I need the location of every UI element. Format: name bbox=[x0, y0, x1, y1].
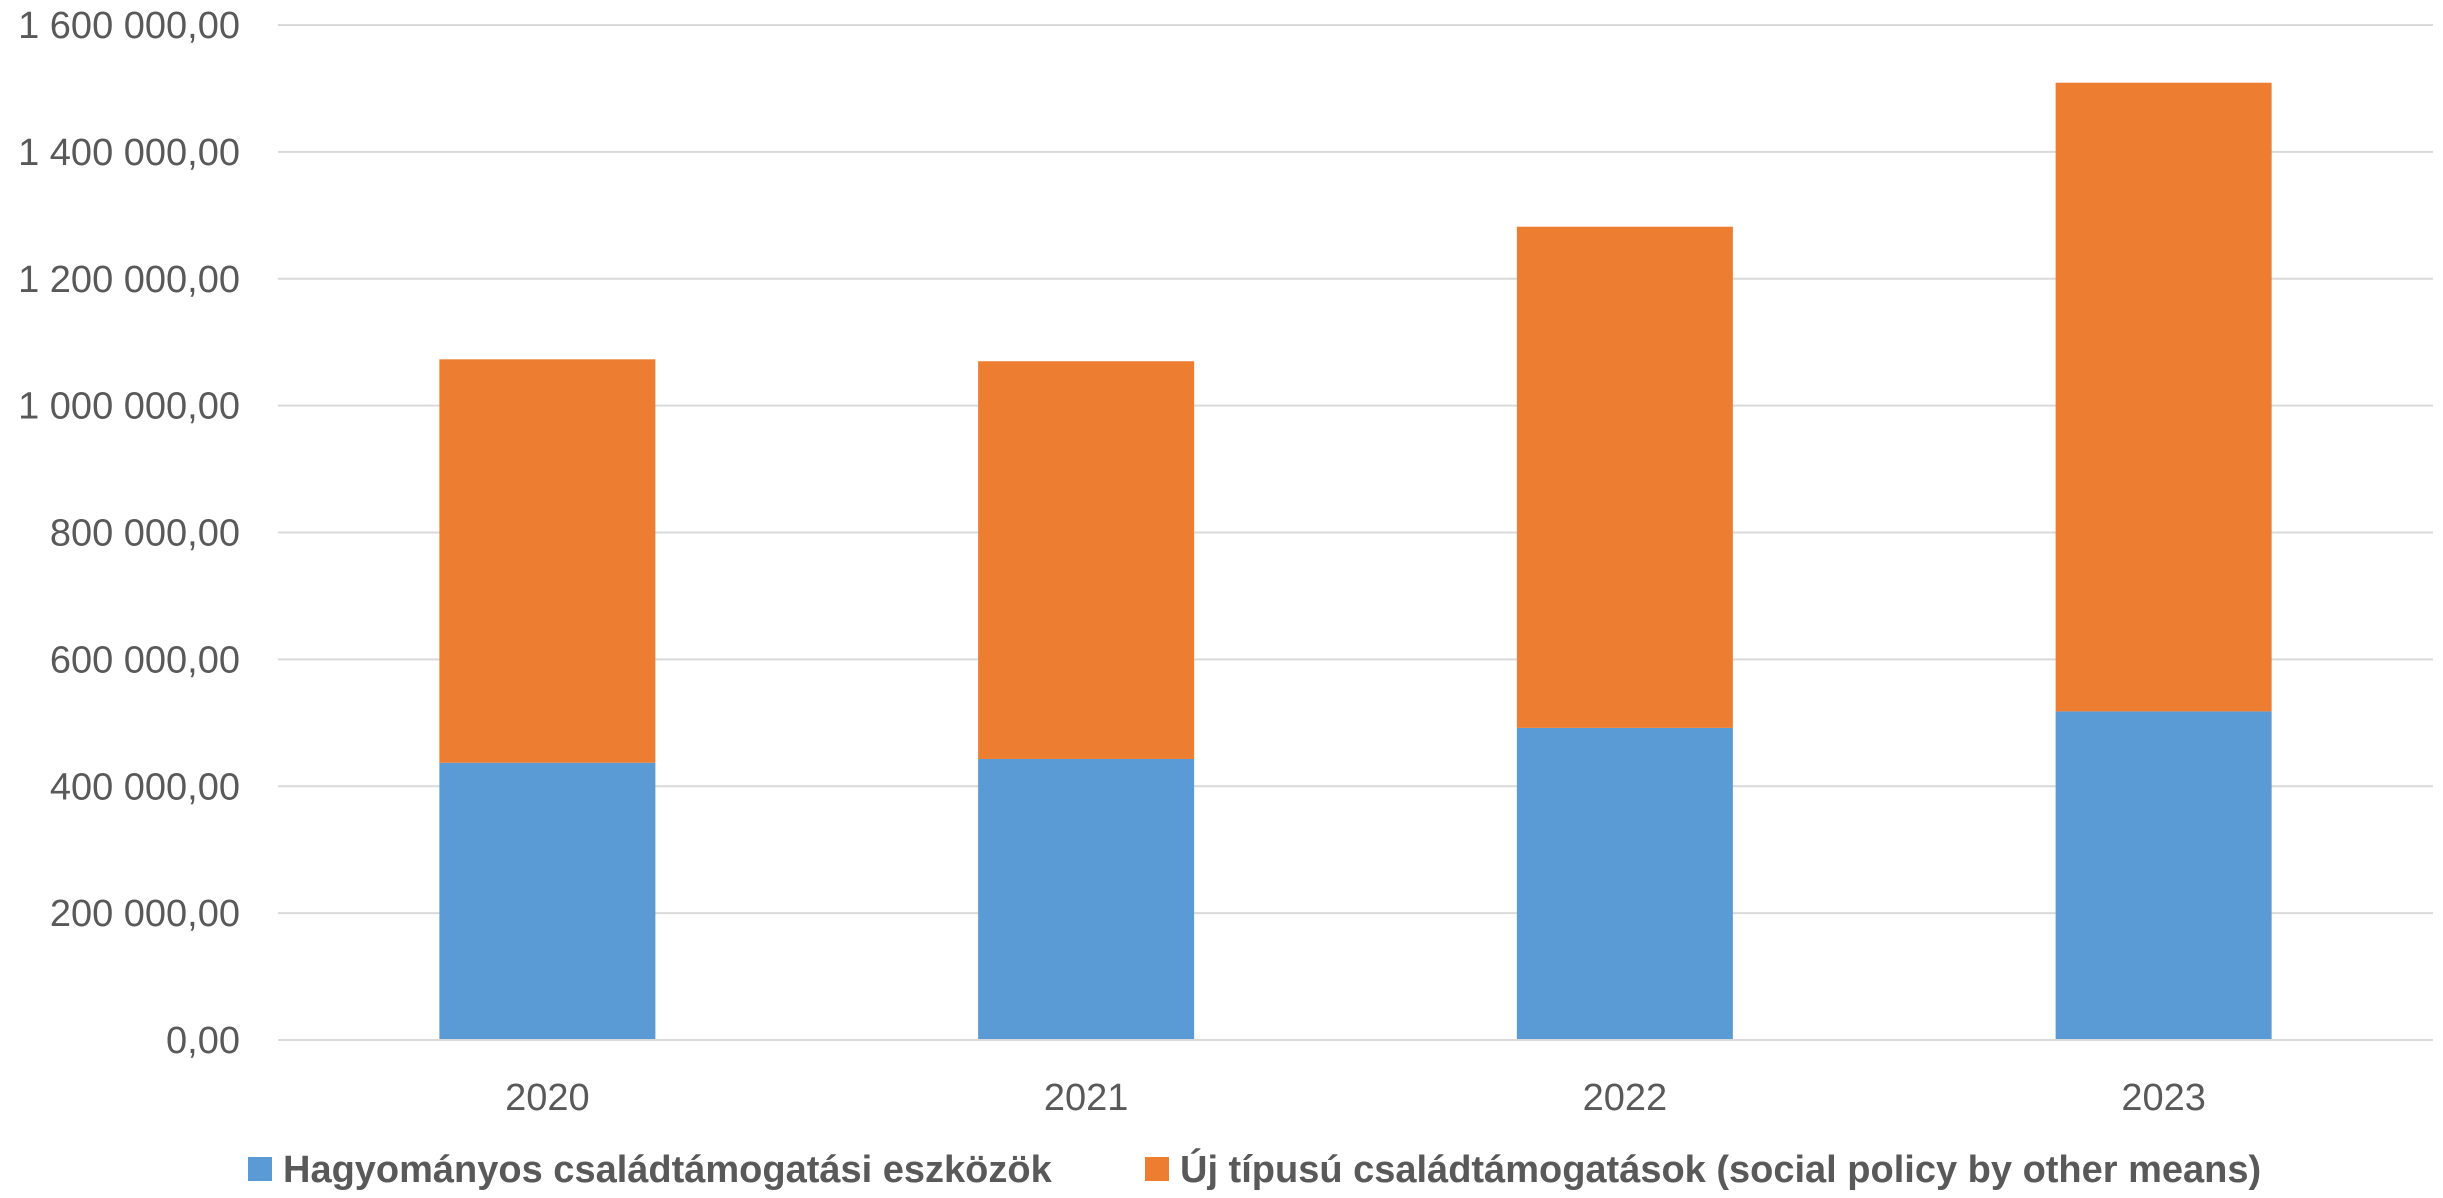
bar-2023-series-1 bbox=[2055, 711, 2272, 1040]
y-tick-label: 600 000,00 bbox=[50, 639, 240, 681]
y-tick-label: 1 200 000,00 bbox=[18, 259, 240, 301]
bars bbox=[439, 82, 2272, 1040]
legend: Hagyományos családtámogatási eszközök Új … bbox=[248, 1147, 2261, 1191]
y-axis-tick-labels: 0,00 200 000,00 400 000,00 600 000,00 800 00… bbox=[18, 5, 240, 1062]
bar-2023-series-2 bbox=[2055, 82, 2272, 712]
bar-2021-series-2 bbox=[978, 361, 1195, 759]
x-axis-tick-labels: 2020 2021 2022 2023 bbox=[505, 1077, 2206, 1119]
bar-2022-series-2 bbox=[1516, 226, 1733, 728]
bar-2021-series-1 bbox=[978, 758, 1195, 1040]
bar-2020-series-1 bbox=[439, 762, 656, 1040]
legend-label: Új típusú családtámogatások (social poli… bbox=[1180, 1147, 2261, 1191]
y-tick-label: 1 600 000,00 bbox=[18, 5, 240, 47]
y-tick-label: 400 000,00 bbox=[50, 766, 240, 808]
x-tick-label: 2023 bbox=[2121, 1077, 2206, 1119]
x-tick-label: 2022 bbox=[1583, 1077, 1668, 1119]
y-tick-label: 800 000,00 bbox=[50, 513, 240, 555]
bar-2022-series-1 bbox=[1516, 727, 1733, 1040]
legend-swatch bbox=[248, 1157, 272, 1181]
y-tick-label: 1 400 000,00 bbox=[18, 132, 240, 174]
x-tick-label: 2020 bbox=[505, 1077, 590, 1119]
x-tick-label: 2021 bbox=[1044, 1077, 1129, 1119]
y-tick-label: 200 000,00 bbox=[50, 893, 240, 935]
y-tick-label: 0,00 bbox=[166, 1020, 240, 1062]
bar-2020-series-2 bbox=[439, 359, 656, 763]
legend-swatch bbox=[1145, 1157, 1169, 1181]
y-tick-label: 1 000 000,00 bbox=[18, 386, 240, 428]
legend-label: Hagyományos családtámogatási eszközök bbox=[283, 1149, 1053, 1191]
